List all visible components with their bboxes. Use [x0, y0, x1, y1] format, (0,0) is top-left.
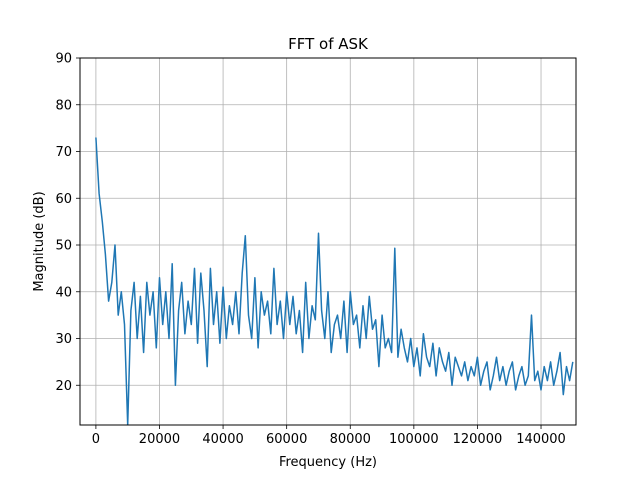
x-tick-label: 60000 — [266, 432, 307, 447]
y-tick-label: 70 — [55, 145, 72, 160]
x-tick-label: 80000 — [330, 432, 371, 447]
y-tick-label: 50 — [55, 239, 72, 254]
series-layer — [95, 137, 574, 425]
y-tick-label: 60 — [55, 192, 72, 207]
x-tick-label: 120000 — [453, 432, 503, 447]
y-tick-label: 80 — [55, 98, 72, 113]
plot-frame — [79, 57, 577, 426]
x-tick-label: 40000 — [202, 432, 243, 447]
series-line — [95, 137, 574, 425]
y-tick-label: 30 — [55, 332, 72, 347]
ticks: 0 20000 40000 60000 80000 100000 120000 140000 2… — [55, 52, 565, 448]
y-axis-label: Magnitude (dB) — [32, 191, 47, 291]
x-axis-label: Frequency (Hz) — [279, 455, 377, 470]
x-tick-label: 100000 — [389, 432, 439, 447]
chart-title: FFT of ASK — [288, 35, 369, 53]
y-tick-label: 20 — [55, 379, 72, 394]
x-tick-label: 0 — [92, 432, 100, 447]
y-tick-label: 90 — [55, 52, 72, 67]
y-tick-label: 40 — [55, 285, 72, 300]
x-tick-label: 140000 — [516, 432, 566, 447]
x-tick-label: 20000 — [139, 432, 180, 447]
